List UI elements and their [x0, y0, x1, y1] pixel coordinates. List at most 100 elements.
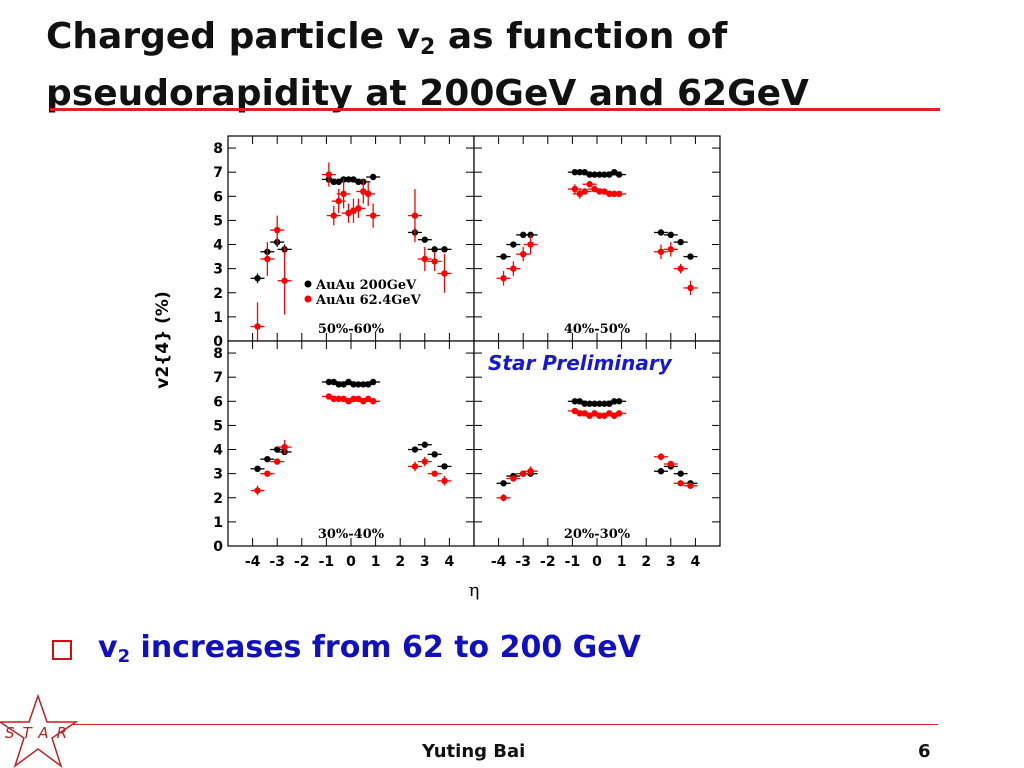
x-tick-label: 3	[666, 554, 676, 570]
x-tick-label: 2	[641, 554, 651, 570]
data-point-62gev	[360, 188, 367, 195]
data-point-200gev	[340, 381, 347, 388]
y-tick-label: 8	[213, 346, 223, 362]
data-point-62gev	[586, 412, 593, 419]
svg-text:STAR: STAR	[5, 724, 75, 742]
data-point-62gev	[421, 458, 428, 465]
x-axis-label: η	[469, 580, 480, 601]
data-point-62gev	[350, 207, 357, 214]
data-point-200gev	[677, 470, 684, 477]
x-tick-label: -2	[294, 554, 310, 570]
panel-frame	[473, 340, 721, 547]
panel-centrality-label: 50%-60%	[318, 322, 385, 337]
data-point-62gev	[274, 226, 281, 234]
data-point-62gev	[431, 258, 438, 265]
y-tick-label: 2	[213, 286, 223, 302]
data-point-62gev	[586, 181, 593, 188]
data-point-62gev	[581, 188, 588, 195]
data-point-62gev	[369, 212, 377, 219]
data-point-62gev	[411, 463, 419, 470]
data-point-62gev	[687, 284, 694, 292]
title-underline	[50, 108, 940, 111]
y-tick-label: 8	[213, 141, 223, 157]
data-point-62gev	[360, 398, 367, 405]
data-point-62gev	[611, 412, 618, 419]
data-point-62gev	[421, 255, 428, 263]
data-point-62gev	[335, 197, 342, 205]
data-point-62gev	[520, 250, 527, 258]
title-text: Charged particle v	[46, 16, 421, 57]
data-point-200gev	[611, 168, 618, 176]
panel-centrality-label: 30%-40%	[318, 527, 385, 542]
data-point-200gev	[677, 238, 684, 246]
data-point-62gev	[274, 458, 281, 465]
x-tick-label: -4	[245, 554, 261, 570]
y-tick-label: 3	[213, 467, 223, 483]
x-tick-label: 1	[371, 554, 381, 570]
data-point-62gev	[325, 171, 333, 178]
data-point-62gev	[657, 453, 665, 460]
legend-label: AuAu 200GeV	[315, 278, 417, 293]
x-tick-label: -4	[491, 554, 507, 570]
data-point-200gev	[657, 229, 665, 236]
x-tick-label: -3	[515, 554, 531, 570]
data-point-62gev	[520, 470, 527, 477]
data-point-62gev	[500, 494, 507, 501]
data-point-200gev	[335, 178, 342, 186]
data-point-62gev	[281, 443, 288, 451]
data-point-62gev	[510, 475, 517, 482]
data-point-200gev	[264, 455, 271, 463]
data-point-200gev	[581, 168, 588, 176]
data-point-62gev	[615, 190, 623, 198]
data-point-200gev	[576, 398, 583, 405]
data-point-62gev	[677, 480, 684, 487]
data-point-62gev	[441, 270, 448, 277]
panel-frame	[227, 135, 475, 342]
data-point-62gev	[677, 265, 684, 272]
data-point-62gev	[355, 205, 362, 212]
data-point-62gev	[601, 188, 608, 195]
data-point-62gev	[510, 265, 517, 272]
y-tick-label: 4	[213, 443, 223, 459]
data-point-200gev	[330, 378, 337, 386]
y-tick-label: 2	[213, 491, 223, 507]
footer-author: Yuting Bai	[422, 741, 526, 762]
data-point-62gev	[365, 190, 372, 198]
data-point-200gev	[345, 378, 352, 386]
bullet-square-icon	[52, 640, 72, 660]
data-point-200gev	[431, 451, 438, 458]
data-point-62gev	[281, 277, 288, 284]
x-tick-label: 4	[691, 554, 701, 570]
data-point-62gev	[571, 185, 579, 193]
data-point-200gev	[441, 246, 448, 253]
bullet-text-part: v	[98, 630, 118, 665]
data-point-62gev	[330, 212, 337, 219]
data-point-62gev	[687, 482, 694, 489]
data-point-200gev	[441, 463, 448, 470]
data-point-62gev	[601, 412, 608, 419]
y-axis-label: v2{4} (%)	[153, 291, 173, 388]
data-point-200gev	[657, 468, 665, 475]
star-preliminary-label: Star Preliminary	[488, 351, 673, 375]
data-point-62gev	[340, 190, 347, 198]
x-tick-label: -3	[269, 554, 285, 570]
data-point-62gev	[606, 410, 613, 417]
x-tick-label: 4	[445, 554, 455, 570]
data-point-62gev	[591, 185, 598, 193]
panel-frame	[473, 135, 721, 342]
data-point-62gev	[576, 190, 583, 198]
x-tick-label: -1	[565, 554, 581, 570]
star-logo-icon: STAR	[0, 694, 79, 768]
data-point-200gev	[500, 253, 507, 260]
data-point-200gev	[365, 381, 372, 388]
data-point-62gev	[667, 246, 674, 253]
data-point-200gev	[350, 176, 357, 183]
data-point-62gev	[441, 477, 448, 485]
data-point-62gev	[340, 395, 347, 403]
data-point-200gev	[500, 480, 507, 487]
y-tick-label: 1	[213, 515, 223, 531]
data-point-200gev	[421, 441, 428, 448]
y-tick-label: 7	[213, 370, 223, 386]
data-point-62gev	[355, 395, 362, 403]
